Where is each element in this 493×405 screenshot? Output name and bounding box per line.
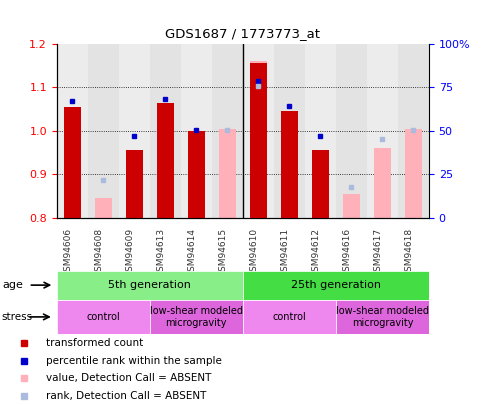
Text: control: control xyxy=(86,312,120,322)
Bar xyxy=(374,148,391,218)
Bar xyxy=(305,44,336,218)
Bar xyxy=(212,44,243,218)
Bar xyxy=(88,44,119,218)
Bar xyxy=(274,44,305,218)
Text: 25th generation: 25th generation xyxy=(291,280,381,290)
Text: 5th generation: 5th generation xyxy=(108,280,191,290)
Bar xyxy=(250,61,267,218)
Bar xyxy=(219,129,236,218)
Title: GDS1687 / 1773773_at: GDS1687 / 1773773_at xyxy=(165,27,320,40)
Text: rank, Detection Call = ABSENT: rank, Detection Call = ABSENT xyxy=(46,391,207,401)
Bar xyxy=(57,271,243,300)
Bar xyxy=(243,300,336,334)
Bar xyxy=(343,194,360,218)
Bar xyxy=(188,131,205,218)
Bar xyxy=(243,44,274,218)
Bar xyxy=(181,44,212,218)
Bar xyxy=(64,107,81,218)
Bar xyxy=(336,44,367,218)
Text: low-shear modeled
microgravity: low-shear modeled microgravity xyxy=(150,306,243,328)
Bar xyxy=(157,102,174,218)
Bar xyxy=(367,44,398,218)
Bar xyxy=(126,150,143,218)
Bar xyxy=(243,271,429,300)
Text: age: age xyxy=(2,280,23,290)
Bar xyxy=(150,300,243,334)
Bar xyxy=(312,150,329,218)
Bar xyxy=(57,300,150,334)
Bar xyxy=(250,63,267,218)
Text: value, Detection Call = ABSENT: value, Detection Call = ABSENT xyxy=(46,373,211,384)
Bar xyxy=(336,300,429,334)
Bar xyxy=(150,44,181,218)
Bar xyxy=(405,129,422,218)
Text: control: control xyxy=(273,312,306,322)
Bar xyxy=(57,44,88,218)
Bar xyxy=(398,44,429,218)
Text: transformed count: transformed count xyxy=(46,338,143,348)
Bar xyxy=(95,198,112,218)
Bar xyxy=(119,44,150,218)
Text: stress: stress xyxy=(1,312,32,322)
Text: percentile rank within the sample: percentile rank within the sample xyxy=(46,356,222,366)
Bar xyxy=(281,111,298,218)
Text: low-shear modeled
microgravity: low-shear modeled microgravity xyxy=(336,306,429,328)
